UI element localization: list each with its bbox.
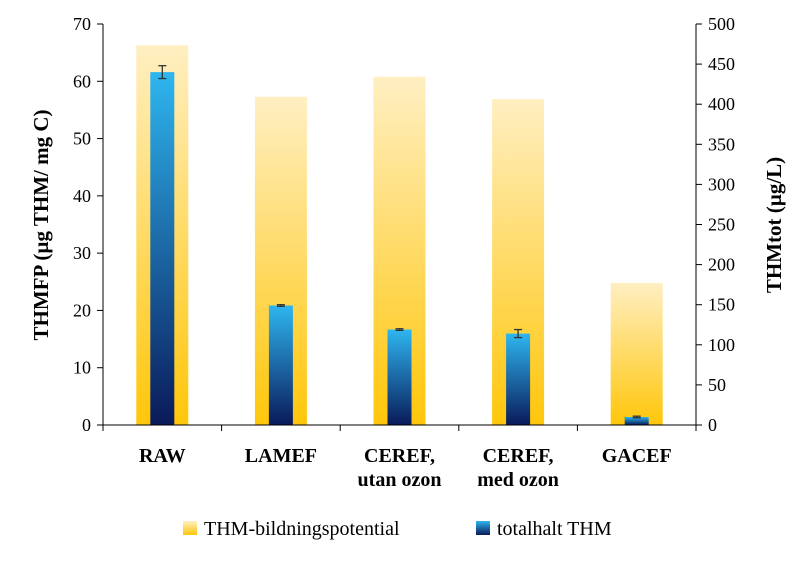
category-label-2-0: CEREF, (364, 445, 435, 467)
right-axis-title: THMtot (µg/L) (762, 157, 786, 293)
category-label-0-0: RAW (139, 445, 186, 467)
category-label-4-0: GACEF (602, 445, 672, 467)
error-bar-2 (395, 328, 404, 332)
right-tick-label: 500 (708, 14, 735, 34)
right-tick-label: 350 (708, 134, 735, 154)
right-tick-label: 0 (708, 415, 717, 435)
error-bar-1 (276, 304, 285, 307)
error-bar-0 (158, 65, 167, 80)
error-bars (158, 65, 641, 419)
right-tick-label: 450 (708, 54, 735, 74)
right-tick-label: 400 (708, 94, 735, 114)
series-thm-bildningspotential (136, 45, 663, 426)
left-axis-title: THMFP (µg THM/ mg C) (29, 109, 53, 340)
bar-tot-1 (268, 305, 293, 425)
legend-label-thm-bildningspotential: THM-bildningspotential (204, 518, 400, 540)
left-tick-label: 70 (73, 14, 91, 34)
category-label-1-0: LAMEF (245, 445, 317, 467)
category-label-2-1: utan ozon (358, 469, 442, 491)
bar-tot-2 (387, 329, 412, 425)
error-bar-4 (632, 415, 641, 419)
right-tick-label: 300 (708, 174, 735, 194)
right-tick-label: 200 (708, 255, 735, 275)
right-tick-label: 150 (708, 295, 735, 315)
left-tick-label: 40 (73, 186, 91, 206)
axes (102, 24, 697, 431)
bar-tot-0 (150, 72, 175, 426)
legend-label-totalhalt-thm: totalhalt THM (497, 518, 612, 540)
legend: THM-bildningspotential totalhalt THM (183, 518, 612, 540)
left-tick-label: 20 (73, 300, 91, 320)
bar-fp-4 (610, 282, 663, 425)
legend-swatch-totalhalt-thm (476, 521, 490, 535)
left-tick-label: 30 (73, 243, 91, 263)
series-totalhalt-thm (150, 72, 649, 426)
right-tick-label: 50 (708, 375, 726, 395)
right-tick-label: 100 (708, 335, 735, 355)
category-label-3-0: CEREF, (483, 445, 554, 467)
left-axis-ticks: 0 10 20 30 40 50 60 70 (73, 14, 103, 435)
right-tick-label: 250 (708, 215, 735, 235)
left-tick-label: 0 (82, 415, 91, 435)
category-label-3-1: med ozon (477, 469, 559, 491)
left-tick-label: 50 (73, 129, 91, 149)
error-bar-3 (514, 328, 523, 339)
right-axis-ticks: 0 50 100 150 200 250 300 350 400 450 500 (696, 14, 735, 435)
left-tick-label: 60 (73, 71, 91, 91)
bar-tot-3 (506, 333, 531, 425)
legend-swatch-thm-bildningspotential (183, 521, 197, 535)
left-tick-label: 10 (73, 358, 91, 378)
bar-tot-4 (624, 416, 649, 425)
